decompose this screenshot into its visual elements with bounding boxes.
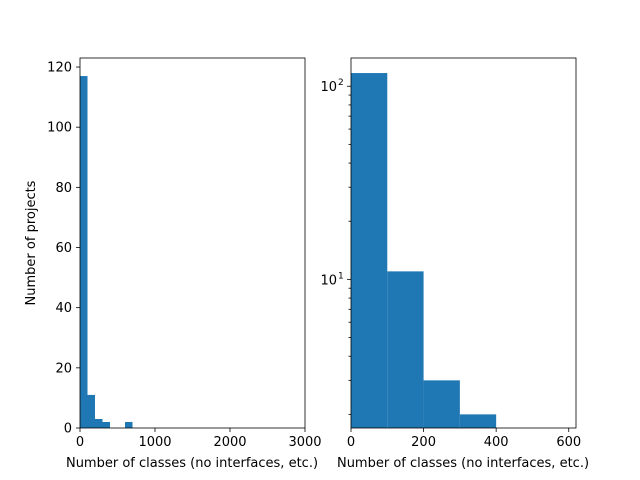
left-bar-1 [87,394,95,428]
left-y-tick-label: 120 [47,61,72,76]
left-y-tick-label: 80 [55,181,72,196]
left-y-ticks: 0 20 40 60 80 100 120 [47,61,80,437]
left-y-tick-label: 20 [55,361,72,376]
right-axes-frame [350,57,577,429]
right-x-tick-label: 600 [556,435,581,450]
left-x-tick-label: 3000 [288,435,321,450]
right-y-tick-exponent: 2 [338,78,344,88]
left-histogram-panel: 0 1000 2000 3000 0 20 40 60 80 100 120 Number of … [24,57,322,471]
right-x-tick-label: 400 [484,435,509,450]
right-bar-0 [351,73,388,428]
left-x-tick-label: 0 [76,435,84,450]
right-x-tick-label: 200 [411,435,436,450]
left-x-tick-label: 1000 [138,435,171,450]
right-y-tick-exponent: 1 [338,271,344,281]
left-y-tick-label: 60 [55,241,72,256]
right-histogram-bars [351,73,497,428]
left-bar-3 [102,421,110,428]
left-y-axis-label: Number of projects [24,180,39,305]
right-x-axis-label: Number of classes (no interfaces, etc.) [337,456,589,471]
left-y-tick-label: 40 [55,301,72,316]
left-x-axis-label: Number of classes (no interfaces, etc.) [66,456,318,471]
left-bar-4 [125,421,133,428]
right-x-ticks: 0 200 400 600 [347,428,581,450]
left-y-tick-label: 0 [64,422,72,437]
left-y-tick-label: 100 [47,121,72,136]
left-axes-frame [79,57,306,429]
right-bar-3 [459,414,497,428]
left-x-ticks: 0 1000 2000 3000 [76,428,322,450]
right-bar-2 [423,380,460,428]
left-histogram-bars [80,76,133,429]
right-bar-1 [387,271,424,428]
right-y-tick-label: 10 [320,273,337,288]
left-bar-0 [80,76,88,429]
right-x-tick-label: 0 [347,435,355,450]
left-x-tick-label: 2000 [213,435,246,450]
right-y-tick-label: 10 [320,80,337,95]
left-bar-2 [95,418,103,428]
